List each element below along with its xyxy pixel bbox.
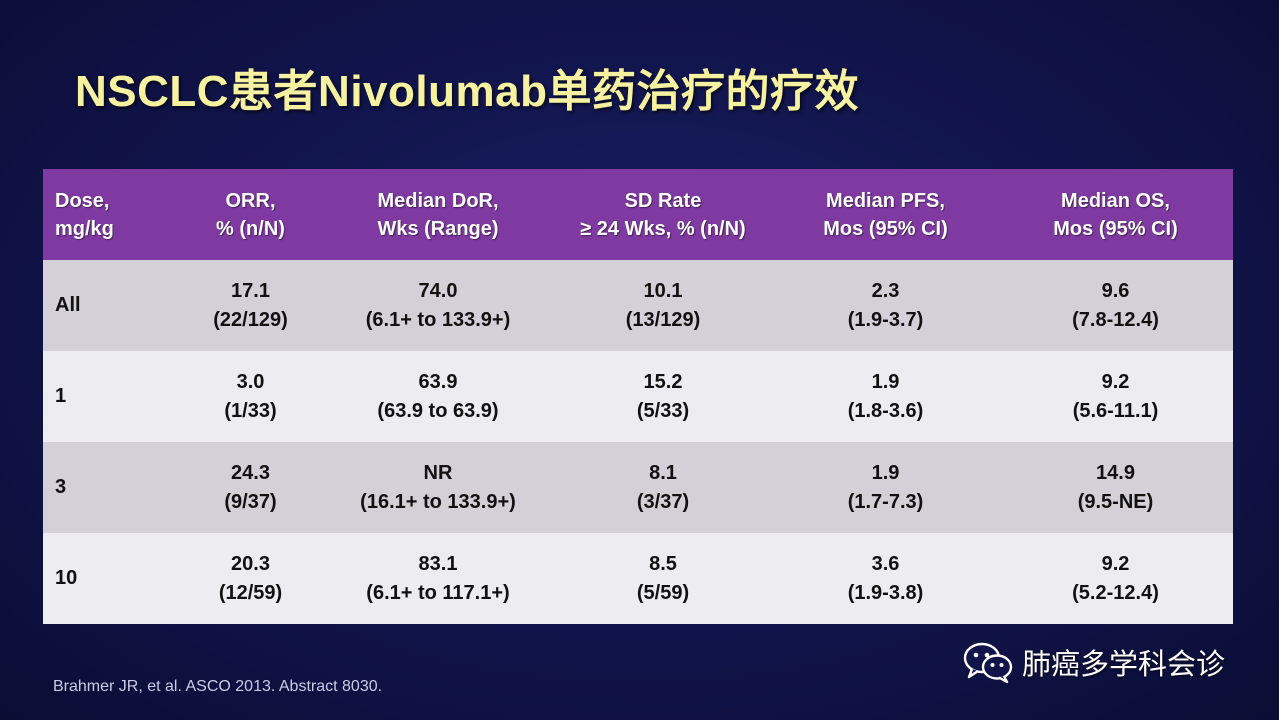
- efficacy-table: Dose, mg/kg ORR, % (n/N) Median DoR, Wks…: [43, 169, 1233, 624]
- cell-pfs: 1.9 (1.8-3.6): [773, 351, 998, 442]
- cell-dose: All: [43, 260, 178, 351]
- watermark-text: 肺癌多学科会诊: [1022, 647, 1226, 681]
- cell-pfs: 3.6 (1.9-3.8): [773, 533, 998, 624]
- cell-dor: 63.9 (63.9 to 63.9): [323, 351, 553, 442]
- header-median-os: Median OS, Mos (95% CI): [998, 169, 1233, 260]
- cell-orr: 20.3 (12/59): [178, 533, 323, 624]
- slide-title: NSCLC患者Nivolumab单药治疗的疗效: [75, 67, 859, 116]
- cell-os: 9.2 (5.2-12.4): [998, 533, 1233, 624]
- header-median-pfs: Median PFS, Mos (95% CI): [773, 169, 998, 260]
- cell-sd: 8.5 (5/59): [553, 533, 773, 624]
- cell-dor: 74.0 (6.1+ to 133.9+): [323, 260, 553, 351]
- header-orr: ORR, % (n/N): [178, 169, 323, 260]
- citation-footnote: Brahmer JR, et al. ASCO 2013. Abstract 8…: [53, 678, 383, 695]
- header-dose: Dose, mg/kg: [43, 169, 178, 260]
- table-row: All 17.1 (22/129) 74.0 (6.1+ to 133.9+) …: [43, 260, 1233, 351]
- cell-sd: 8.1 (3/37): [553, 442, 773, 533]
- table-row: 1 3.0 (1/33) 63.9 (63.9 to 63.9) 15.2 (5…: [43, 351, 1233, 442]
- watermark: 肺癌多学科会诊: [962, 640, 1225, 684]
- header-sd-rate: SD Rate ≥ 24 Wks, % (n/N): [553, 169, 773, 260]
- cell-dose: 1: [43, 351, 178, 442]
- cell-orr: 17.1 (22/129): [178, 260, 323, 351]
- cell-pfs: 2.3 (1.9-3.7): [773, 260, 998, 351]
- cell-sd: 10.1 (13/129): [553, 260, 773, 351]
- cell-os: 9.2 (5.6-11.1): [998, 351, 1233, 442]
- cell-os: 14.9 (9.5-NE): [998, 442, 1233, 533]
- cell-pfs: 1.9 (1.7-7.3): [773, 442, 998, 533]
- cell-dose: 10: [43, 533, 178, 624]
- cell-sd: 15.2 (5/33): [553, 351, 773, 442]
- cell-dor: NR (16.1+ to 133.9+): [323, 442, 553, 533]
- table-row: 10 20.3 (12/59) 83.1 (6.1+ to 117.1+) 8.…: [43, 533, 1233, 624]
- cell-dose: 3: [43, 442, 178, 533]
- cell-orr: 3.0 (1/33): [178, 351, 323, 442]
- cell-os: 9.6 (7.8-12.4): [998, 260, 1233, 351]
- cell-orr: 24.3 (9/37): [178, 442, 323, 533]
- table-row: 3 24.3 (9/37) NR (16.1+ to 133.9+) 8.1 (…: [43, 442, 1233, 533]
- header-median-dor: Median DoR, Wks (Range): [323, 169, 553, 260]
- table-header-row: Dose, mg/kg ORR, % (n/N) Median DoR, Wks…: [43, 169, 1233, 260]
- wechat-icon: [963, 642, 1013, 684]
- cell-dor: 83.1 (6.1+ to 117.1+): [323, 533, 553, 624]
